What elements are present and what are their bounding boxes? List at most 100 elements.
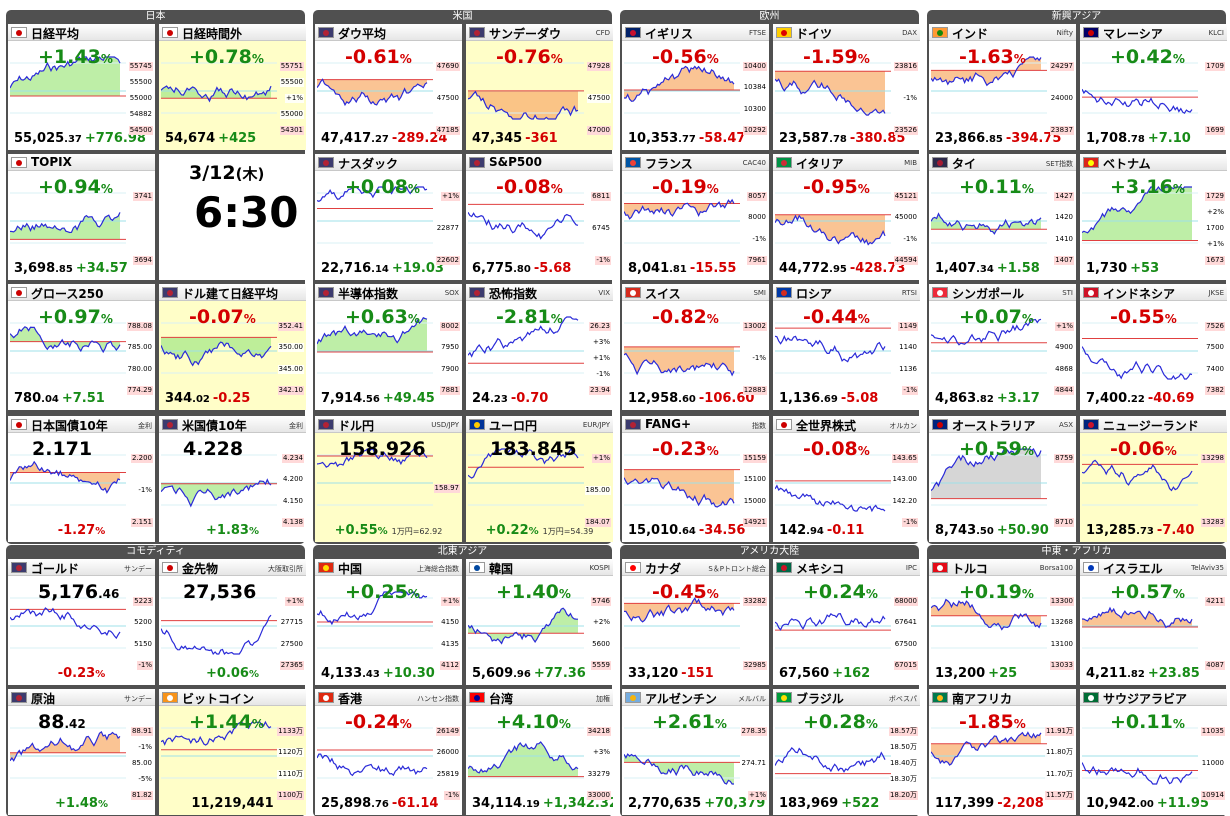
flag-emblem: [16, 29, 22, 36]
axis-level-label: 2.151: [130, 518, 153, 527]
change-value: -0.19%: [652, 176, 719, 198]
market-tile[interactable]: 日経平均 55745 55500 55000 54882 54500 +1.43% 55,02…: [8, 24, 155, 150]
flag-emblem: [630, 159, 636, 166]
change-number: -0.61: [345, 46, 400, 68]
market-tile[interactable]: ゴールド サンデー 5223 5200 5150 -1% 5,176.46 -0.23%: [8, 559, 155, 685]
market-tile[interactable]: ブラジル ボベスパ 18.57万 18.50万 18.40万 18.30万 18.20万 +0…: [773, 689, 920, 815]
market-tile[interactable]: ドル円 USD/JPY 158.97 158.926 +0.55% 1万円=62.92: [315, 416, 462, 542]
market-tile[interactable]: サンデーダウ CFD 47928 47500 47000 -0.76% 47,345 -361: [466, 24, 613, 150]
market-tile[interactable]: ナスダック +1% 22877 22602 +0.08% 22,716.14 +19.03: [315, 154, 462, 280]
market-tile[interactable]: インド Nifty 24297 24000 23837 -1.63% 23,866.85 -3…: [929, 24, 1076, 150]
axis-level-label: 278.35: [740, 727, 767, 736]
axis-level-label: 1729: [1205, 192, 1225, 201]
market-tile[interactable]: ニュージーランド 13298 13283 -0.06% 13,285.73 -7.40: [1080, 416, 1227, 542]
price-change: -0.25: [212, 391, 251, 406]
market-tile[interactable]: 原油 サンデー 88.91 -1% 85.00 -5% 81.82 88.42 +1.48%: [8, 689, 155, 815]
market-tile[interactable]: 米国債10年 金利 4.234 4.200 4.150 4.138 4.228 +1.83%: [159, 416, 306, 542]
axis-level-label: -1%: [902, 94, 918, 103]
market-tile[interactable]: ベトナム 1729 +2% 1700 +1% 1673 +3.16% 1,730 +53: [1080, 154, 1227, 280]
market-tile[interactable]: オーストラリア ASX 8759 8710 +0.59% 8,743.50 +50.90: [929, 416, 1076, 542]
market-tile[interactable]: 中国 上海総合指数 +1% 4150 4135 4112 +0.25% 4,133.43 +10…: [315, 559, 462, 685]
market-tile[interactable]: ドイツ DAX 23816 -1% 23526 -1.59% 23,587.78 -380.8…: [773, 24, 920, 150]
market-tile[interactable]: サウジアラビア 11035 11000 10914 +0.11% 10,942.00 +11…: [1080, 689, 1227, 815]
market-tile[interactable]: FANG+ 指数 15159 15100 15000 14921 -0.23% 15,010.…: [622, 416, 769, 542]
market-tile[interactable]: 半導体指数 SOX 8002 7950 7900 7881 +0.63% 7,914.56 +4…: [315, 284, 462, 410]
market-tile[interactable]: 日経時間外 55751 55500 +1% 55000 54301 +0.78% 54,674…: [159, 24, 306, 150]
market-tile[interactable]: イスラエル TelAviv35 4211 4087 +0.57% 4,211.82 +23.…: [1080, 559, 1227, 685]
tile-header: アルゼンチン メルバル: [622, 689, 769, 706]
tile-header: 半導体指数 SOX: [315, 284, 462, 301]
axis-level-label: 23837: [1049, 126, 1074, 135]
tile-subname: KLCI: [1208, 29, 1224, 37]
market-tile[interactable]: イギリス FTSE 10400 10384 10300 10292 -0.56% 10,353…: [622, 24, 769, 150]
price-main: 4,863: [935, 391, 977, 406]
ru-flag: [776, 287, 792, 298]
axis-level-label: 18.30万: [888, 775, 918, 784]
market-tile[interactable]: グロース250 788.08 785.00 780.00 774.29 +0.97% 780…: [8, 284, 155, 410]
price-chart: [317, 591, 433, 649]
market-tile[interactable]: ビットコイン 1133万 1120万 1110万 1100万 +1.44% 11,219,4…: [159, 689, 306, 815]
price-footer: 47,417.27 -289.24: [321, 131, 447, 146]
market-tile[interactable]: トルコ Borsa100 13300 13268 13100 13033 +0.19% 13,…: [929, 559, 1076, 685]
market-tile[interactable]: S&P500 6811 6745 -1% -0.08% 6,775.80 -5.68: [466, 154, 613, 280]
market-tile[interactable]: フランス CAC40 8057 8000 -1% 7961 -0.19% 8,041.81 -1…: [622, 154, 769, 280]
change-unit: %: [865, 717, 878, 731]
market-tile[interactable]: インドネシア JKSE 7526 7500 7400 7382 -0.55% 7,400.22…: [1080, 284, 1227, 410]
price-main: 1,407: [935, 261, 977, 276]
flag-emblem: [167, 289, 173, 296]
flag-emblem: [474, 421, 480, 428]
market-tile[interactable]: ドル建て日経平均 352.41 350.00 345.00 342.10 -0.07% 34…: [159, 284, 306, 410]
price-footer: 4,863.82 +3.17: [935, 391, 1040, 406]
market-tile[interactable]: TOPIX 3741 3694 +0.94% 3,698.85 +34.57: [8, 154, 155, 280]
price-chart: [161, 322, 277, 374]
market-tile[interactable]: マレーシア KLCI 1709 1699 +0.42% 1,708.78 +7.10: [1080, 24, 1227, 150]
price-chart: [161, 597, 277, 656]
flag-emblem: [937, 29, 943, 36]
market-tile[interactable]: 金先物 大阪取引所 +1% 27715 27500 27365 27,536 +0.06%: [159, 559, 306, 685]
axis-level-label: 55500: [279, 78, 304, 87]
market-tile[interactable]: 南アフリカ 11.91万 11.80万 11.70万 11.57万 -1.85% 117,3…: [929, 689, 1076, 815]
chart-price-line: [161, 720, 272, 746]
price-main: 44,772: [779, 261, 830, 276]
change-value: -0.76%: [496, 46, 563, 68]
change-unit: %: [558, 587, 571, 601]
axis-level-label: 15159: [742, 454, 767, 463]
market-tile[interactable]: ロシア RTSI 1149 1140 1136 -1% -0.44% 1,136.69 -5.0…: [773, 284, 920, 410]
market-tile[interactable]: ダウ平均 47690 47500 47185 -0.61% 47,417.27 -289.2…: [315, 24, 462, 150]
change-unit: %: [407, 182, 420, 196]
section-title: 中東・アフリカ: [1041, 546, 1112, 557]
axis-level-label: 18.20万: [888, 791, 918, 800]
price-footer: 25,898.76 -61.14: [321, 796, 438, 811]
axis-level-label: 47928: [586, 62, 611, 71]
market-tile[interactable]: シンガポール STI +1% 4900 4868 4844 +0.07% 4,863.82 +3…: [929, 284, 1076, 410]
market-tile[interactable]: スイス SMI 13002 -1% 12883 -0.82% 12,958.60 -106.6…: [622, 284, 769, 410]
market-tile[interactable]: 全世界株式 オルカン 143.65 143.00 142.20 -1% -0.08% 142.…: [773, 416, 920, 542]
axis-level-label: 33279: [586, 769, 611, 779]
market-tile[interactable]: メキシコ IPC 68000 67641 67500 67015 +0.24% 67,560 +…: [773, 559, 920, 685]
market-tile[interactable]: 恐怖指数 VIX 26.23 +3% +1% -1% 23.94 -2.81% 24.23 -0.…: [466, 284, 613, 410]
chart-price-line: [161, 614, 272, 656]
flag-emblem: [1088, 564, 1094, 571]
tile-subname: STI: [1062, 289, 1073, 297]
footer-change-unit: %: [97, 799, 108, 810]
axis-level-label: 345.00: [277, 364, 304, 374]
tile-name: ブラジル: [796, 692, 844, 706]
market-tile[interactable]: ユーロ円 EUR/JPY +1% 185.00 184.07 183.845 +0.22% 1…: [466, 416, 613, 542]
market-tile[interactable]: 台湾 加権 34218 +3% 33279 33000 +4.10% 34,114.19 +1,…: [466, 689, 613, 815]
change-unit: %: [550, 312, 563, 326]
market-tile[interactable]: カナダ S＆Pトロント総合 33282 32985 -0.45% 33,120 -151: [622, 559, 769, 685]
market-tile[interactable]: 韓国 KOSPI 5746 +2% 5600 5559 +1.40% 5,609.96 +77.…: [466, 559, 613, 685]
market-tile[interactable]: 香港 ハンセン指数 26149 26000 25819 -1% -0.24% 25,898.7…: [315, 689, 462, 815]
market-tile[interactable]: イタリア MIB 45121 45000 -1% 44594 -0.95% 44,772.95…: [773, 154, 920, 280]
axis-level-label: 2.200: [130, 454, 153, 463]
jp-flag: [162, 562, 178, 573]
market-tile[interactable]: アルゼンチン メルバル 278.35 274.71 +1% +2.61% 2,770,635…: [622, 689, 769, 815]
axis-level-label: 14921: [742, 518, 767, 527]
market-tile[interactable]: 日本国債10年 金利 2.200 -1% 2.151 2.171 -1.27%: [8, 416, 155, 542]
footer-change-percent: -0.23: [57, 666, 96, 681]
chart-area-fill: [161, 337, 271, 366]
market-tile[interactable]: タイ SET指数 1427 1420 1410 1407 +0.11% 1,407.34 +1.…: [929, 154, 1076, 280]
footer-change-unit: %: [95, 526, 106, 537]
price-chart: [10, 727, 126, 779]
price-decimal: .19: [522, 799, 540, 810]
